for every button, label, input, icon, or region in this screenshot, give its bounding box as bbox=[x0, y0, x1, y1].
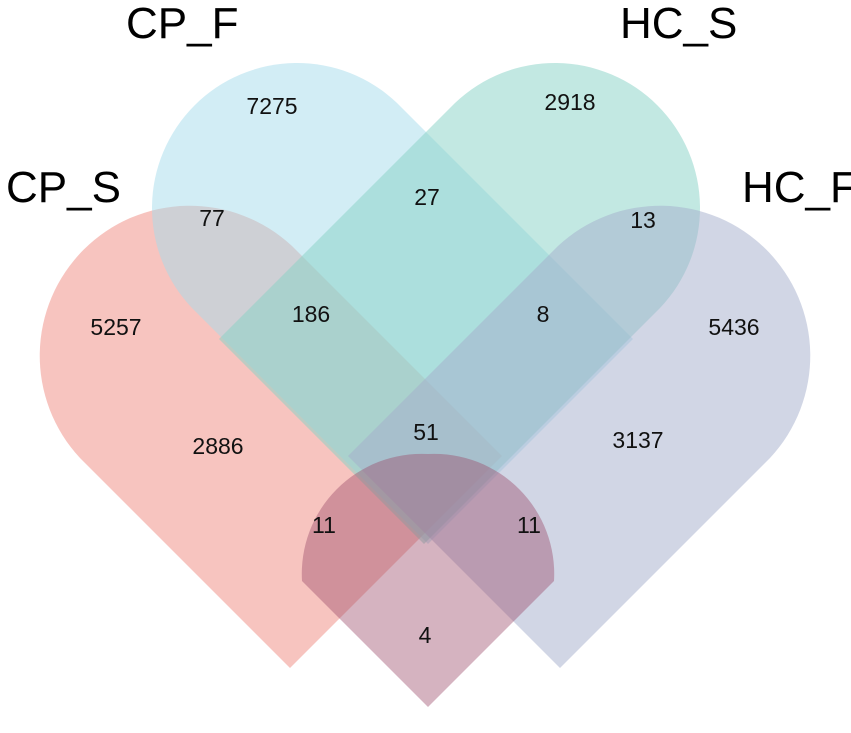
region-hc-s-hc-f: 13 bbox=[630, 207, 656, 233]
set-shape-bottom bbox=[301, 453, 555, 707]
region-all-four: 51 bbox=[413, 419, 439, 445]
region-hc-s-only: 2918 bbox=[544, 89, 595, 115]
region-hc-f-only: 5436 bbox=[708, 314, 759, 340]
region-cp-s-only: 5257 bbox=[90, 314, 141, 340]
region-cp-s-hc-s: 2886 bbox=[192, 433, 243, 459]
set-label-hc-f: HC_F bbox=[742, 163, 851, 212]
region-cp-s-cp-f: 77 bbox=[199, 205, 225, 231]
region-cp-f-only: 7275 bbox=[246, 93, 297, 119]
region-cp-s-cp-f-hc-f: 11 bbox=[517, 512, 541, 538]
region-cp-f-hc-s: 27 bbox=[414, 184, 440, 210]
set-shape-hc-s bbox=[219, 63, 700, 545]
set-shape-cp-s bbox=[39, 205, 503, 668]
region-cp-s-hc-f: 4 bbox=[419, 622, 432, 648]
set-shapes bbox=[39, 62, 811, 707]
region-cp-f-hc-s-hc-f: 8 bbox=[537, 301, 550, 327]
region-counts: 7275 2918 27 77 13 5257 186 8 5436 51 28… bbox=[90, 89, 759, 648]
region-cp-s-cp-f-hc-s: 186 bbox=[292, 301, 330, 327]
set-label-cp-f: CP_F bbox=[126, 0, 238, 48]
region-cp-s-hc-s-hc-f: 11 bbox=[312, 512, 336, 538]
set-shape-hc-f bbox=[348, 205, 811, 668]
set-label-cp-s: CP_S bbox=[6, 163, 121, 212]
region-cp-f-hc-f: 3137 bbox=[612, 427, 663, 453]
set-label-hc-s: HC_S bbox=[620, 0, 737, 48]
set-labels: CP_F HC_S CP_S HC_F bbox=[6, 0, 851, 212]
